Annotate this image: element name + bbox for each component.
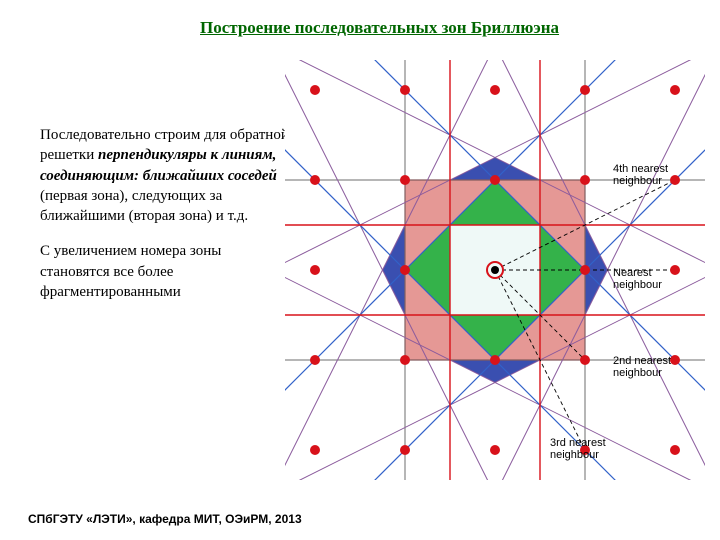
description-block: Последовательно строим для обратной реше… xyxy=(40,110,290,317)
brillouin-diagram: 4th nearestneighbourNearestneighbour2nd … xyxy=(285,60,705,480)
description-p1: Последовательно строим для обратной реше… xyxy=(40,125,290,226)
svg-text:3rd nearestneighbour: 3rd nearestneighbour xyxy=(550,437,606,461)
desc-p1-b: (первая зона), следующих за ближайшими (… xyxy=(40,188,248,224)
svg-text:4th nearestneighbour: 4th nearestneighbour xyxy=(613,163,668,187)
page-title: Построение последовательных зон Бриллюэн… xyxy=(200,18,559,38)
page-footer: СПбГЭТУ «ЛЭТИ», кафедра МИТ, ОЭиРМ, 2013 xyxy=(28,512,302,526)
description-p2: С увеличением номера зоны становятся все… xyxy=(40,241,290,302)
